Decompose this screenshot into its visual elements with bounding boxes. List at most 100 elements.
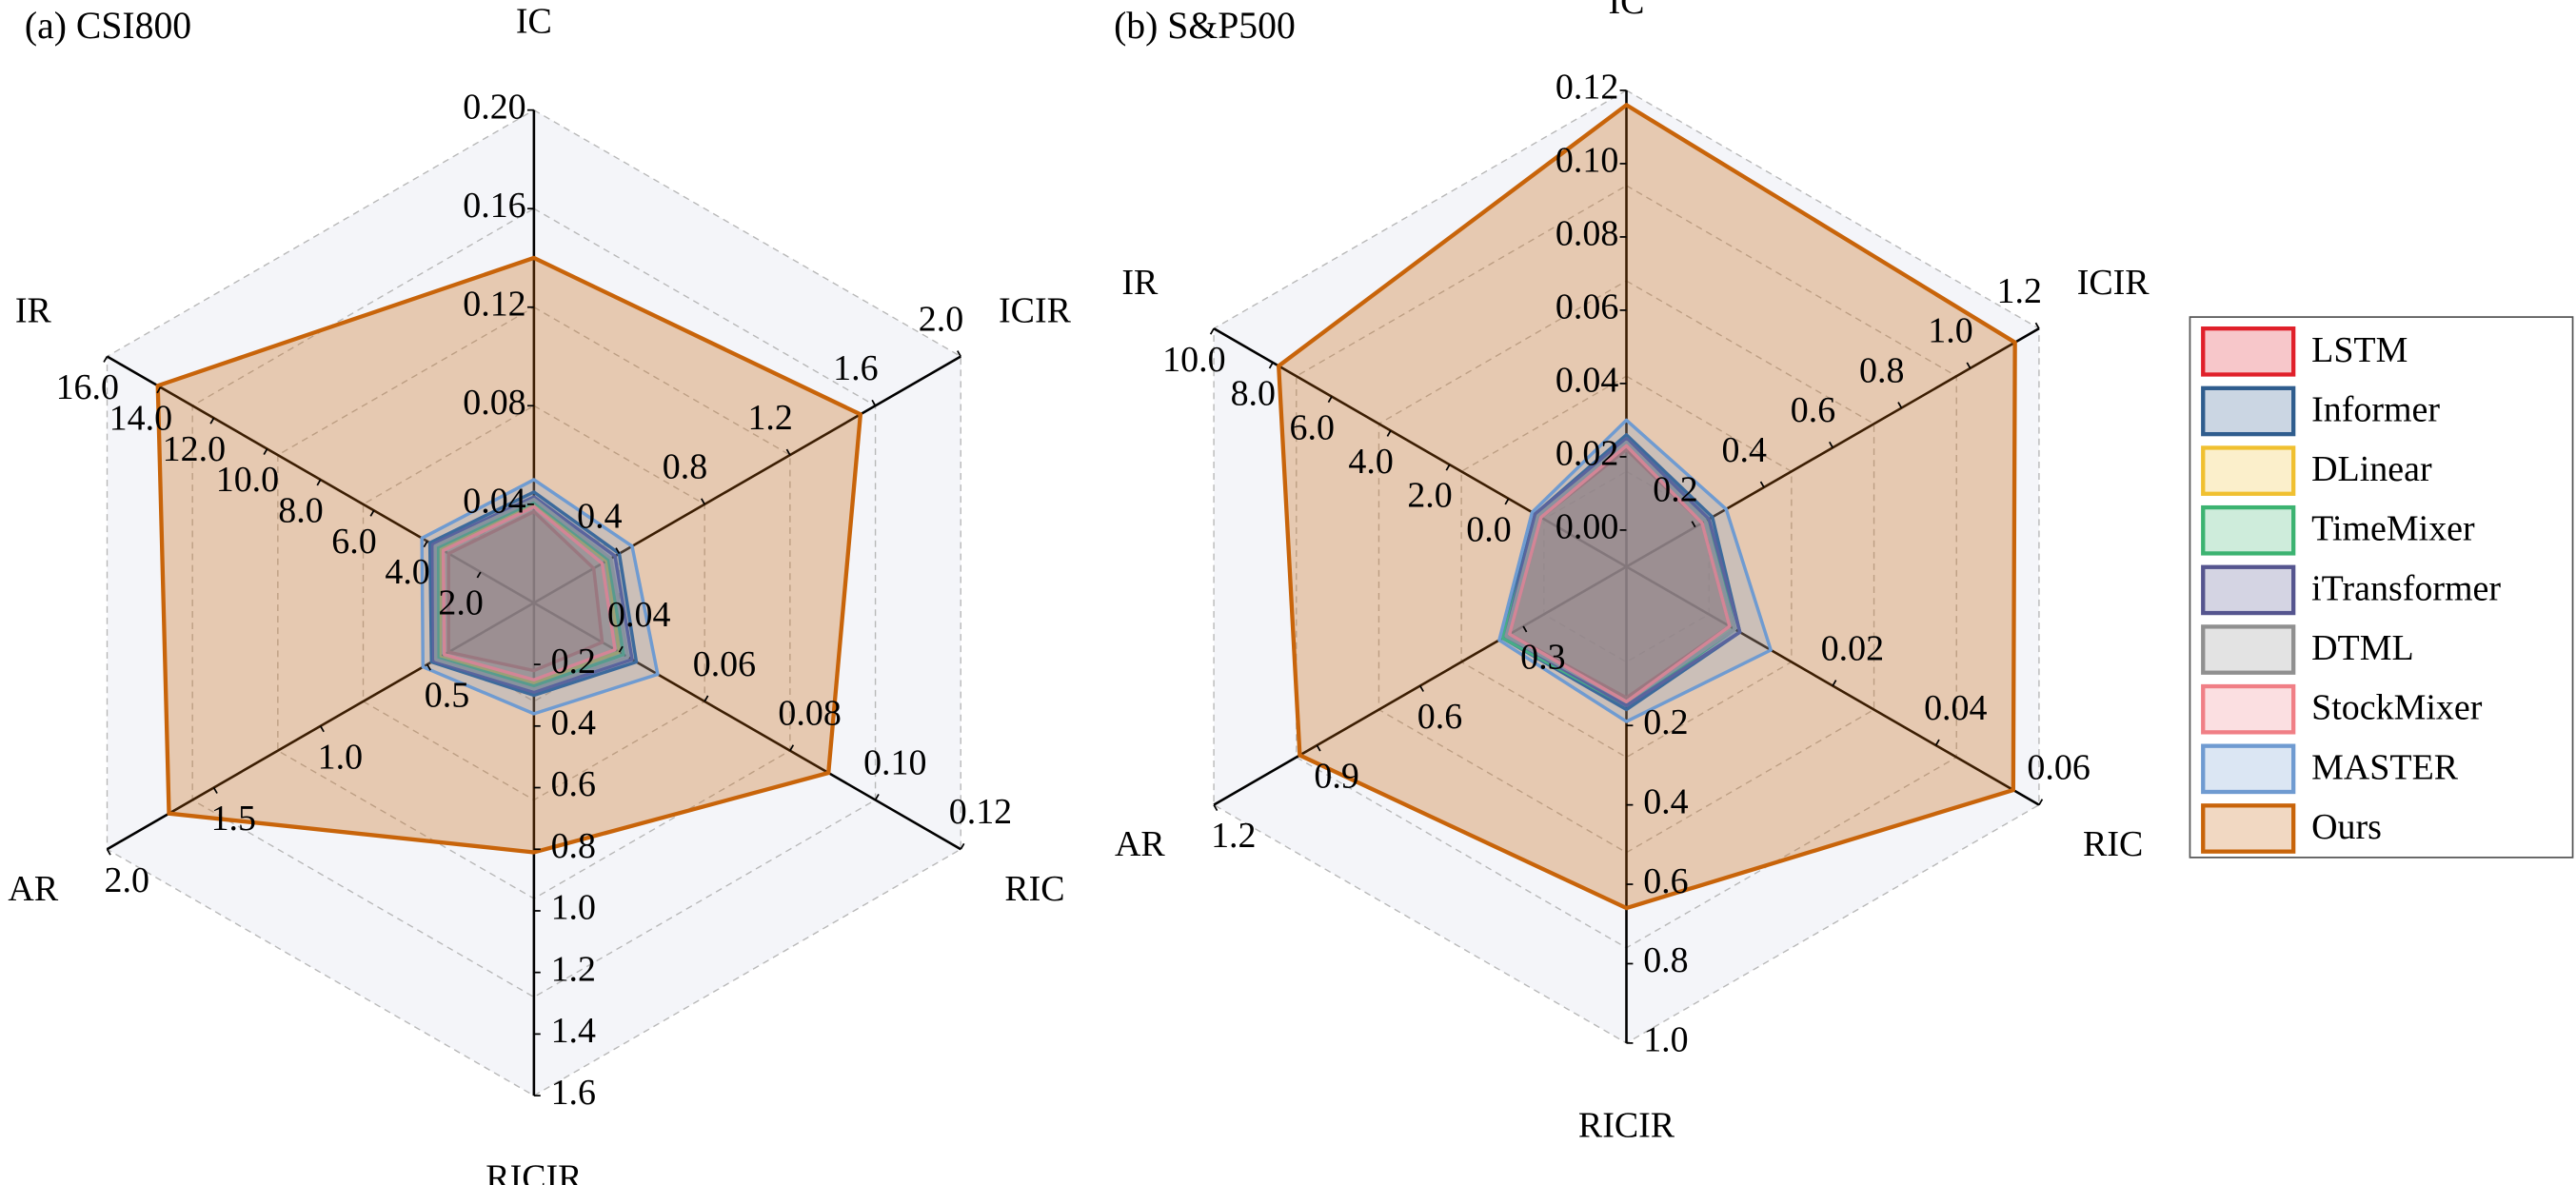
panel-title: (a) CSI800 [25,5,191,47]
tick-label: 0.02 [1821,628,1884,668]
tick-mark [212,787,218,794]
tick-mark [1691,521,1696,528]
legend-label: StockMixer [2311,688,2483,728]
axis-name: IR [1121,263,1159,303]
tick-mark [319,725,325,733]
tick-mark [960,842,965,850]
axis-name: IC [516,2,552,42]
tick-label: 0.0 [1466,509,1511,549]
tick-label: 0.04 [607,595,670,635]
tick-mark [1832,680,1837,686]
tick-mark [2034,322,2040,329]
tick-label: 0.8 [1643,940,1688,980]
tick-label: 4.0 [1348,442,1393,482]
tick-label: 0.10 [1556,141,1618,181]
tick-label: 0.12 [949,792,1012,832]
tick-label: 1.0 [318,737,363,777]
tick-label: 0.08 [463,383,525,423]
tick-label: 1.0 [1643,1020,1688,1060]
tick-mark [1419,685,1424,692]
series-polygon [446,509,604,673]
axis-name: ICIR [999,290,1072,330]
axis-name: IR [15,290,52,330]
series-polygon [1497,418,1773,723]
tick-label: 1.2 [1996,271,2041,311]
tick-label: 0.2 [551,642,596,681]
tick-label: 1.0 [1928,311,1972,351]
series-polygon [155,255,863,855]
legend-swatch [2201,326,2296,377]
tick-label: 0.08 [1556,214,1618,254]
tick-label: 16.0 [56,367,119,407]
legend-swatch [2201,564,2296,616]
tick-mark [615,547,621,555]
legend-label: LSTM [2311,330,2408,370]
tick-mark [316,479,322,486]
tick-label: 12.0 [163,429,226,469]
series-polygon [436,500,625,688]
series-polygon [1507,444,1732,703]
legend-label: iTransformer [2311,568,2501,608]
tick-mark [1386,429,1392,437]
tick-label: 0.06 [1556,287,1618,327]
tick-mark [263,448,268,455]
tick-mark [1327,396,1333,404]
tick-label: 1.5 [211,799,256,839]
tick-label: 0.3 [1520,638,1565,678]
tick-mark [957,350,961,357]
tick-mark [156,386,162,394]
tick-mark [701,498,705,505]
tick-label: 0.04 [1556,361,1618,401]
tick-label: 0.6 [1643,861,1688,901]
legend-swatch [2201,504,2296,556]
tick-mark [1966,362,1972,369]
series-polygon [1277,103,2017,911]
axis-name: RICIR [485,1158,583,1185]
tick-label: 2.0 [438,583,483,623]
tick-label: 0.4 [1643,781,1688,821]
tick-mark [618,645,624,653]
tick-label: 0.06 [2027,747,2090,787]
tick-mark [1316,744,1321,752]
tick-mark [1522,625,1528,633]
tick-label: 0.10 [863,742,926,782]
tick-label: 8.0 [278,491,323,531]
series-polygon [438,503,622,685]
legend-label: DTML [2311,628,2414,668]
tick-label: 0.6 [1791,390,1835,430]
tick-label: 0.8 [1859,350,1904,390]
tick-mark [423,541,428,548]
tick-label: 1.2 [1211,816,1256,856]
legend-label: MASTER [2311,747,2459,787]
axis-line [533,602,961,851]
tick-label: 2.0 [104,860,149,900]
tick-mark [1445,464,1451,471]
tick-label: 10.0 [216,460,279,500]
tick-mark [106,848,111,856]
tick-label: 0.02 [1556,434,1618,474]
tick-mark [369,509,375,517]
tick-mark [874,794,880,800]
tick-mark [1504,498,1510,505]
tick-mark [785,448,791,456]
tick-label: 2.0 [919,299,963,339]
axis-name: RIC [1004,869,1064,909]
tick-mark [1897,402,1903,409]
legend-swatch [2201,385,2296,437]
legend-label: Ours [2311,807,2382,847]
tick-label: 0.12 [1556,68,1618,108]
tick-label: 0.12 [463,284,525,324]
legend-swatch [2201,445,2296,496]
tick-label: 0.4 [551,703,596,743]
axis-line [1213,327,1628,568]
tick-mark [1759,481,1765,488]
tick-label: 0.5 [425,676,469,716]
panel-title: (b) S&P500 [1114,5,1296,47]
tick-label: 0.2 [1653,470,1697,510]
legend-swatch [2201,624,2296,675]
tick-label: 1.0 [551,888,596,928]
tick-mark [789,744,795,752]
legend-swatch [2201,683,2296,735]
